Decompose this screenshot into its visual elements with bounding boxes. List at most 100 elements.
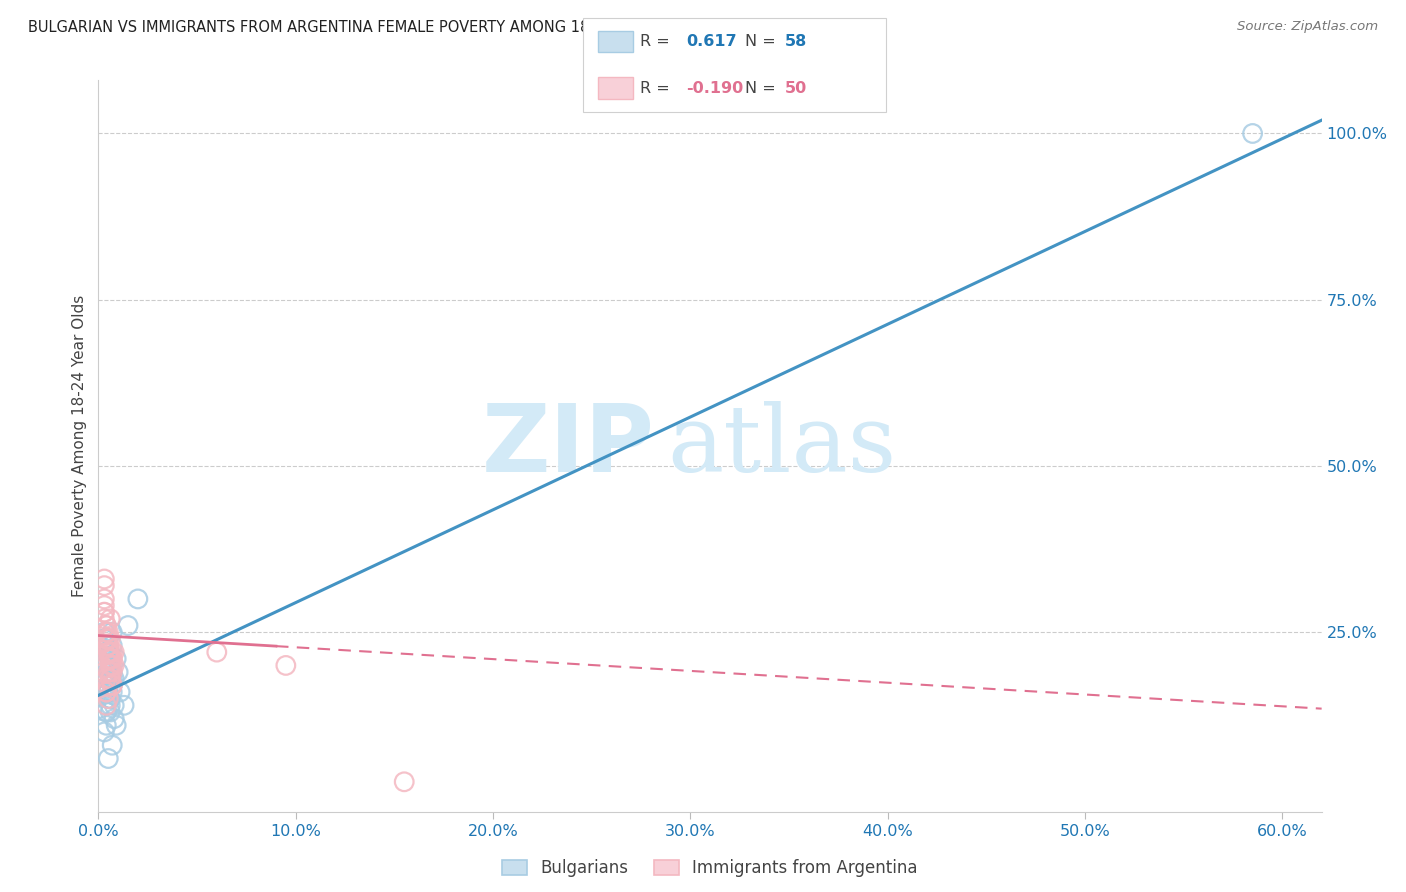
Point	[103, 698, 125, 713]
Point	[101, 665, 124, 679]
Point	[98, 652, 121, 666]
Point	[101, 678, 124, 692]
Point	[97, 678, 120, 692]
Point	[96, 718, 118, 732]
Point	[98, 665, 121, 679]
Text: N =: N =	[745, 34, 782, 49]
Point	[101, 625, 124, 640]
Point	[97, 678, 120, 692]
Point	[97, 645, 120, 659]
Point	[98, 612, 121, 626]
Point	[93, 579, 115, 593]
Point	[97, 645, 120, 659]
Point	[97, 678, 120, 692]
Point	[96, 632, 118, 646]
Point	[97, 639, 120, 653]
Point	[96, 625, 118, 640]
Point	[98, 691, 121, 706]
Point	[97, 665, 120, 679]
Point	[98, 665, 121, 679]
Point	[101, 685, 124, 699]
Point	[97, 652, 120, 666]
Point	[101, 639, 124, 653]
Point	[98, 658, 121, 673]
Point	[93, 572, 115, 586]
Point	[98, 705, 121, 719]
Point	[96, 618, 118, 632]
Point	[103, 645, 125, 659]
Point	[98, 672, 121, 686]
Point	[101, 672, 124, 686]
Point	[103, 658, 125, 673]
Point	[112, 698, 135, 713]
Point	[97, 685, 120, 699]
Point	[98, 658, 121, 673]
Point	[96, 705, 118, 719]
Point	[96, 632, 118, 646]
Point	[98, 672, 121, 686]
Point	[93, 665, 115, 679]
Text: BULGARIAN VS IMMIGRANTS FROM ARGENTINA FEMALE POVERTY AMONG 18-24 YEAR OLDS CORR: BULGARIAN VS IMMIGRANTS FROM ARGENTINA F…	[28, 20, 863, 35]
Point	[93, 658, 115, 673]
Point	[96, 658, 118, 673]
Point	[127, 591, 149, 606]
Point	[93, 605, 115, 619]
Point	[96, 625, 118, 640]
Point	[101, 665, 124, 679]
Point	[93, 658, 115, 673]
Text: Source: ZipAtlas.com: Source: ZipAtlas.com	[1237, 20, 1378, 33]
Point	[392, 774, 416, 789]
Point	[96, 618, 118, 632]
Point	[98, 652, 121, 666]
Point	[101, 652, 124, 666]
Point	[93, 685, 115, 699]
Point	[103, 672, 125, 686]
Text: ZIP: ZIP	[482, 400, 655, 492]
Point	[96, 698, 118, 713]
Text: -0.190: -0.190	[686, 80, 744, 95]
Point	[97, 691, 120, 706]
Point	[97, 645, 120, 659]
Point	[97, 645, 120, 659]
Point	[101, 658, 124, 673]
Point	[97, 665, 120, 679]
Point	[96, 639, 118, 653]
Text: 50: 50	[785, 80, 807, 95]
Point	[98, 645, 121, 659]
Point	[101, 645, 124, 659]
Point	[108, 685, 131, 699]
Point	[97, 639, 120, 653]
Text: R =: R =	[640, 34, 679, 49]
Point	[93, 605, 115, 619]
Point	[105, 718, 128, 732]
Point	[97, 639, 120, 653]
Point	[105, 652, 128, 666]
Text: 0.617: 0.617	[686, 34, 737, 49]
Point	[97, 632, 120, 646]
Point	[101, 738, 124, 752]
Point	[103, 712, 125, 726]
Point	[107, 665, 129, 679]
Text: N =: N =	[745, 80, 782, 95]
Point	[93, 652, 115, 666]
Point	[101, 678, 124, 692]
Point	[96, 672, 118, 686]
Point	[93, 599, 115, 613]
Point	[117, 618, 139, 632]
Point	[93, 725, 115, 739]
Point	[96, 698, 118, 713]
Point	[96, 672, 118, 686]
Point	[205, 645, 228, 659]
Point	[274, 658, 297, 673]
Point	[96, 632, 118, 646]
Point	[1241, 127, 1264, 141]
Point	[93, 591, 115, 606]
Point	[93, 632, 115, 646]
Point	[93, 625, 115, 640]
Point	[98, 691, 121, 706]
Point	[101, 652, 124, 666]
Y-axis label: Female Poverty Among 18-24 Year Olds: Female Poverty Among 18-24 Year Olds	[72, 295, 87, 597]
Point	[98, 632, 121, 646]
Text: atlas: atlas	[668, 401, 897, 491]
Point	[97, 678, 120, 692]
